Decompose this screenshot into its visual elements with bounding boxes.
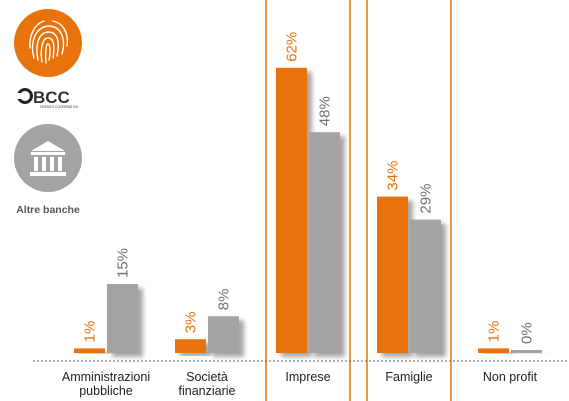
value-labels: 1% 15% 3% 8% 62% 48% 34% 29% 1% 0%: [82, 32, 536, 344]
category-label-amministrazioni-pubbliche: Amministrazioni pubbliche: [62, 370, 150, 398]
bcc-logo-text: BCC: [33, 88, 70, 107]
category-label-non-profit: Non profit: [483, 370, 538, 384]
bank-building-icon: [14, 124, 82, 192]
category-label-famiglie: Famiglie: [385, 370, 432, 384]
fingerprint-icon: [14, 9, 82, 77]
category-label-imprese: Imprese: [285, 370, 330, 384]
legend-bcc: BCC CREDITO COOPERATIVO: [14, 9, 82, 109]
value-label-altre-banche-famiglie: 29%: [418, 184, 435, 214]
bar-altre-banche-imprese: [309, 132, 340, 353]
legend-altre-banche: Altre banche: [14, 124, 82, 216]
category-labels: Amministrazioni pubbliche Società finanziar…: [62, 370, 538, 398]
bar-altre-banche-societa-finanziarie: [208, 316, 239, 353]
bar-bcc-non-profit: [478, 348, 509, 353]
bar-altre-banche-famiglie: [410, 219, 441, 353]
bar-altre-banche-amministrazioni-pubbliche: [107, 284, 138, 353]
value-label-bcc-non-profit: 1%: [486, 321, 503, 343]
value-label-bcc-societa-finanziarie: 3%: [183, 312, 200, 334]
value-label-altre-banche-societa-finanziarie: 8%: [216, 289, 233, 311]
highlight-frame-famiglie: [366, 0, 452, 401]
legend-label-altre-banche: Altre banche: [16, 204, 80, 216]
bar-bcc-societa-finanziarie: [175, 339, 206, 353]
highlight-frames: [265, 0, 452, 401]
value-label-altre-banche-amministrazioni-pubbliche: 15%: [115, 248, 132, 278]
category-label-societa-finanziarie: Società finanziarie: [179, 370, 236, 398]
bar-bcc-amministrazioni-pubbliche: [74, 348, 105, 353]
bcc-logo-subtext: CREDITO COOPERATIVO: [40, 105, 79, 109]
bcc-logo: BCC CREDITO COOPERATIVO: [17, 88, 79, 109]
value-label-bcc-amministrazioni-pubbliche: 1%: [82, 321, 99, 343]
bar-bcc-imprese: [276, 67, 307, 354]
value-label-bcc-imprese: 62%: [284, 32, 301, 62]
value-label-altre-banche-non-profit: 0%: [519, 322, 536, 344]
bar-altre-banche-non-profit: [511, 350, 542, 353]
bars: [74, 67, 542, 354]
highlight-frame-imprese: [265, 0, 351, 401]
bar-bcc-famiglie: [377, 196, 408, 353]
value-label-bcc-famiglie: 34%: [385, 161, 402, 191]
value-label-altre-banche-imprese: 48%: [317, 96, 334, 126]
